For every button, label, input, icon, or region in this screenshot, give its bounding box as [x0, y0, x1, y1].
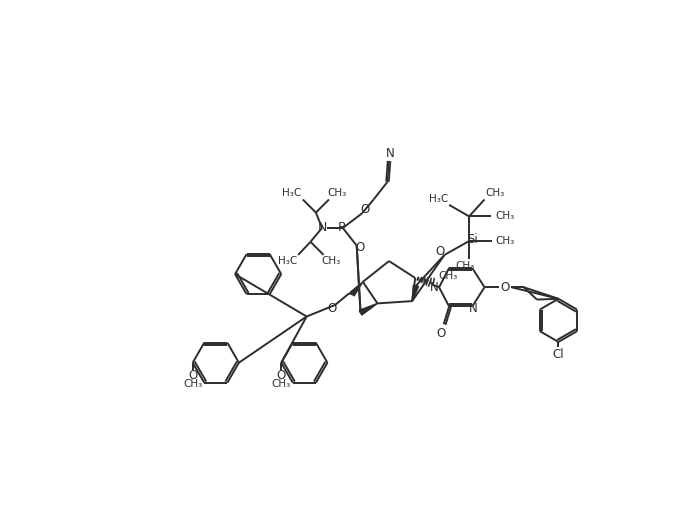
Text: N: N — [469, 302, 478, 315]
Text: CH₃: CH₃ — [271, 379, 291, 389]
Text: O: O — [500, 281, 510, 294]
Text: CH₃: CH₃ — [438, 271, 457, 281]
Text: O: O — [188, 369, 197, 382]
Text: H₃C: H₃C — [283, 188, 301, 198]
Text: CH₃: CH₃ — [486, 188, 505, 198]
Polygon shape — [412, 285, 418, 301]
Text: O: O — [361, 203, 370, 216]
Text: CH₃: CH₃ — [327, 188, 347, 198]
Polygon shape — [350, 282, 363, 296]
Text: O: O — [327, 302, 337, 315]
Text: O: O — [437, 327, 446, 340]
Text: O: O — [435, 244, 445, 257]
Text: N: N — [430, 281, 439, 294]
Text: N: N — [386, 147, 394, 160]
Text: O: O — [276, 369, 286, 382]
Text: O: O — [355, 241, 365, 254]
Text: CH₃: CH₃ — [455, 262, 474, 271]
Text: CH₃: CH₃ — [322, 256, 341, 266]
Polygon shape — [359, 303, 377, 315]
Text: Si: Si — [467, 233, 477, 246]
Text: H₃C: H₃C — [278, 256, 297, 266]
Text: CH₃: CH₃ — [495, 236, 514, 246]
Text: H₃C: H₃C — [429, 194, 448, 204]
Text: N: N — [317, 222, 326, 235]
Text: CH₃: CH₃ — [495, 212, 514, 222]
Text: CH₃: CH₃ — [183, 379, 203, 389]
Text: P: P — [338, 222, 345, 235]
Text: Cl: Cl — [553, 348, 564, 361]
